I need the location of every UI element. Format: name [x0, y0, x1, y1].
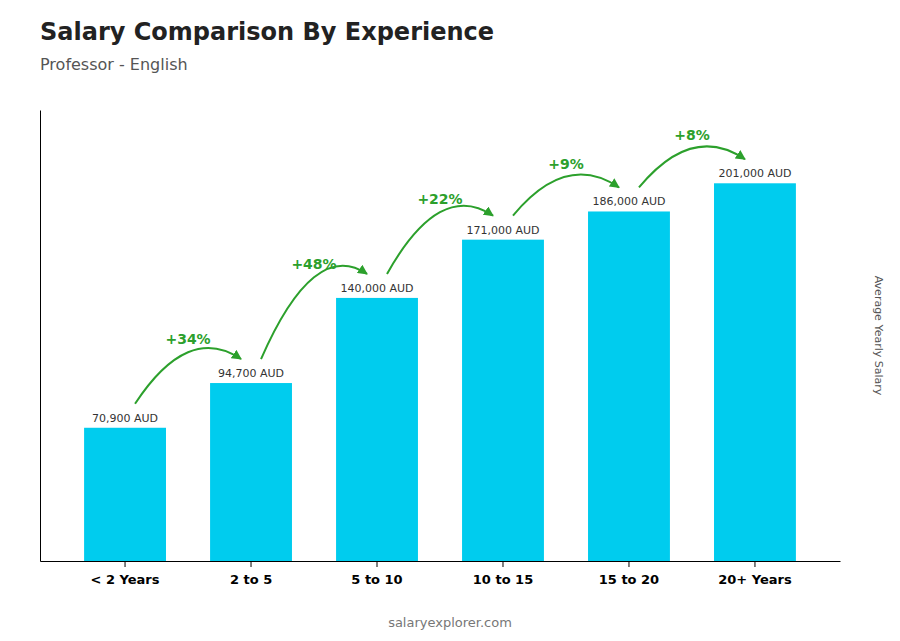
bar — [336, 298, 418, 561]
chart-svg: < 2 Years 2 to 5 5 to 10 10 to 15 15 to 20 20… — [0, 0, 900, 641]
x-tick-label: 2 to 5 — [230, 572, 272, 587]
change-arrow — [513, 175, 619, 216]
change-annotations: +34% +48% +22% +9% +8% — [135, 127, 745, 403]
change-arrow — [135, 348, 241, 404]
y-axis-title: Average Yearly Salary — [872, 276, 885, 396]
change-arrow — [387, 206, 493, 274]
x-tick-label: 20+ Years — [718, 572, 792, 587]
x-tick-mark — [377, 561, 378, 567]
x-axis-line — [41, 561, 841, 562]
x-tick: 15 to 20 — [599, 561, 659, 587]
bar — [462, 240, 544, 561]
watermark: salaryexplorer.com — [388, 615, 512, 630]
x-tick: 5 to 10 — [351, 561, 402, 587]
change-arrow — [261, 266, 367, 359]
x-axis: < 2 Years 2 to 5 5 to 10 10 to 15 15 to 20 20… — [41, 561, 841, 587]
title: Salary Comparison By Experience — [40, 18, 494, 46]
x-tick-mark — [251, 561, 252, 567]
data-label: 186,000 AUD — [592, 195, 665, 208]
y-axis-line — [40, 111, 41, 562]
data-label: 94,700 AUD — [218, 367, 284, 380]
chart-container: < 2 Years 2 to 5 5 to 10 10 to 15 15 to 20 20… — [0, 0, 900, 641]
bar — [714, 183, 796, 561]
y-axis — [40, 111, 41, 562]
x-tick-label: 15 to 20 — [599, 572, 659, 587]
x-tick-mark — [754, 561, 755, 567]
bar — [210, 383, 292, 561]
data-label: 70,900 AUD — [92, 412, 158, 425]
bar — [84, 428, 166, 561]
data-labels: 70,900 AUD 94,700 AUD 140,000 AUD 171,000 A… — [92, 167, 791, 424]
x-tick: 2 to 5 — [230, 561, 272, 587]
change-label: +9% — [548, 156, 584, 172]
x-tick-mark — [628, 561, 629, 567]
change-label: +22% — [417, 191, 462, 207]
data-label: 201,000 AUD — [718, 167, 791, 180]
x-tick: 20+ Years — [718, 561, 792, 587]
x-tick-mark — [125, 561, 126, 567]
x-tick-label: 5 to 10 — [351, 572, 402, 587]
change-label: +34% — [165, 331, 210, 347]
bars — [84, 183, 796, 561]
subtitle: Professor - English — [40, 55, 188, 74]
x-tick-label: < 2 Years — [91, 572, 160, 587]
change-label: +48% — [291, 256, 336, 272]
change-label: +8% — [674, 127, 710, 143]
x-tick-mark — [502, 561, 503, 567]
x-tick: 10 to 15 — [473, 561, 533, 587]
x-tick: < 2 Years — [91, 561, 160, 587]
bar — [588, 211, 670, 561]
x-tick-label: 10 to 15 — [473, 572, 533, 587]
change-arrow — [639, 146, 745, 187]
data-label: 171,000 AUD — [466, 224, 539, 237]
data-label: 140,000 AUD — [340, 282, 413, 295]
